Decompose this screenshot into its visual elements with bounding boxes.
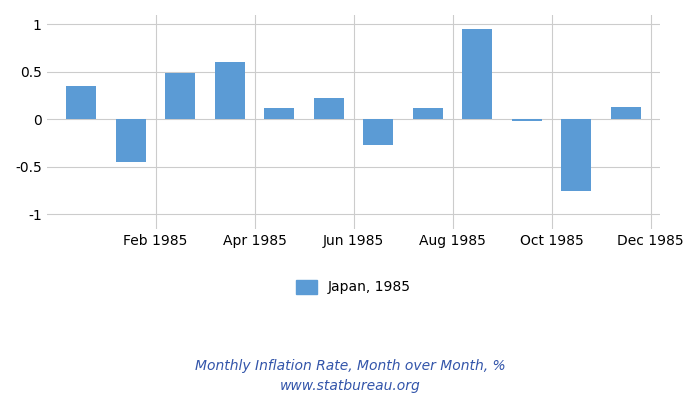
Bar	[66, 86, 96, 120]
Bar	[463, 29, 492, 120]
Bar	[363, 120, 393, 145]
Legend: Japan, 1985: Japan, 1985	[290, 274, 416, 300]
Text: www.statbureau.org: www.statbureau.org	[279, 379, 421, 393]
Bar	[512, 120, 542, 121]
Bar	[116, 120, 146, 162]
Text: Monthly Inflation Rate, Month over Month, %: Monthly Inflation Rate, Month over Month…	[195, 359, 505, 373]
Bar	[611, 107, 640, 120]
Bar	[215, 62, 244, 120]
Bar	[265, 108, 294, 120]
Bar	[561, 120, 591, 191]
Bar	[165, 73, 195, 120]
Bar	[314, 98, 344, 120]
Bar	[413, 108, 442, 120]
